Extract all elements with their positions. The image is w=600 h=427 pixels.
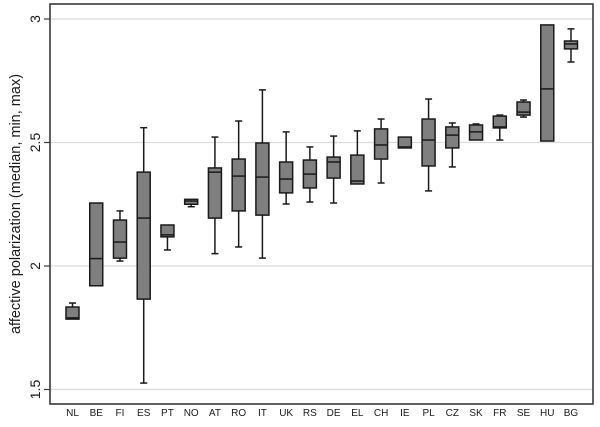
box-cz [445,122,460,168]
x-tick-label: PT [161,408,174,419]
x-tick-label: PL [422,408,435,419]
x-tick-label: IE [400,408,410,419]
box-pl [421,98,436,192]
box-es [136,126,151,384]
box-at [207,136,223,255]
y-tick-label: 2 [27,262,43,270]
x-tick-label: SK [469,408,483,419]
box-el [350,130,365,185]
box-bg [563,28,579,63]
y-tick-label: 1.5 [27,380,43,400]
box-hu [540,24,555,142]
box-uk [278,131,294,205]
box-ie [397,136,413,149]
x-tick-label: NO [184,408,199,419]
y-axis-label: affective polarization (median, min, max… [8,74,24,334]
x-tick-label: IT [258,408,267,419]
x-tick-label: RO [231,408,246,419]
x-tick-label: BG [564,408,579,419]
x-tick-label: CH [374,408,388,419]
x-axis-labels: NL BE FI ES PT NO AT RO IT UK RS DE EL CH IE PL CZ SK FR SE… [66,408,578,419]
box-ch [373,118,389,184]
x-tick-label: CZ [446,408,459,419]
x-tick-label: BE [90,408,104,419]
box-no [183,198,199,208]
box-sk [468,123,484,141]
box-fi [112,210,128,262]
box-de [326,135,341,204]
boxes [65,24,579,384]
box-it [255,89,270,259]
x-tick-label: UK [279,408,293,419]
box-be [88,202,104,287]
x-tick-label: DE [327,408,341,419]
box-ro [231,120,246,248]
y-tick-label: 2.5 [27,133,43,153]
box-nl [65,302,80,320]
box-fr [492,114,508,141]
x-tick-label: SE [517,408,531,419]
y-tick-label: 3 [27,15,43,23]
box-se [516,99,531,118]
x-tick-label: HU [540,408,554,419]
x-tick-label: FR [493,408,506,419]
box-pt [160,224,175,251]
box-rs [302,146,318,203]
plot-frame [49,3,594,405]
x-tick-label: AT [209,408,221,419]
x-tick-label: FI [116,408,125,419]
x-tick-label: RS [303,408,317,419]
x-tick-label: ES [137,408,151,419]
x-tick-label: NL [66,408,79,419]
y-axis-ticks: 1.5 2 2.5 3 [27,15,50,399]
x-tick-label: EL [351,408,364,419]
gridlines [50,18,593,391]
